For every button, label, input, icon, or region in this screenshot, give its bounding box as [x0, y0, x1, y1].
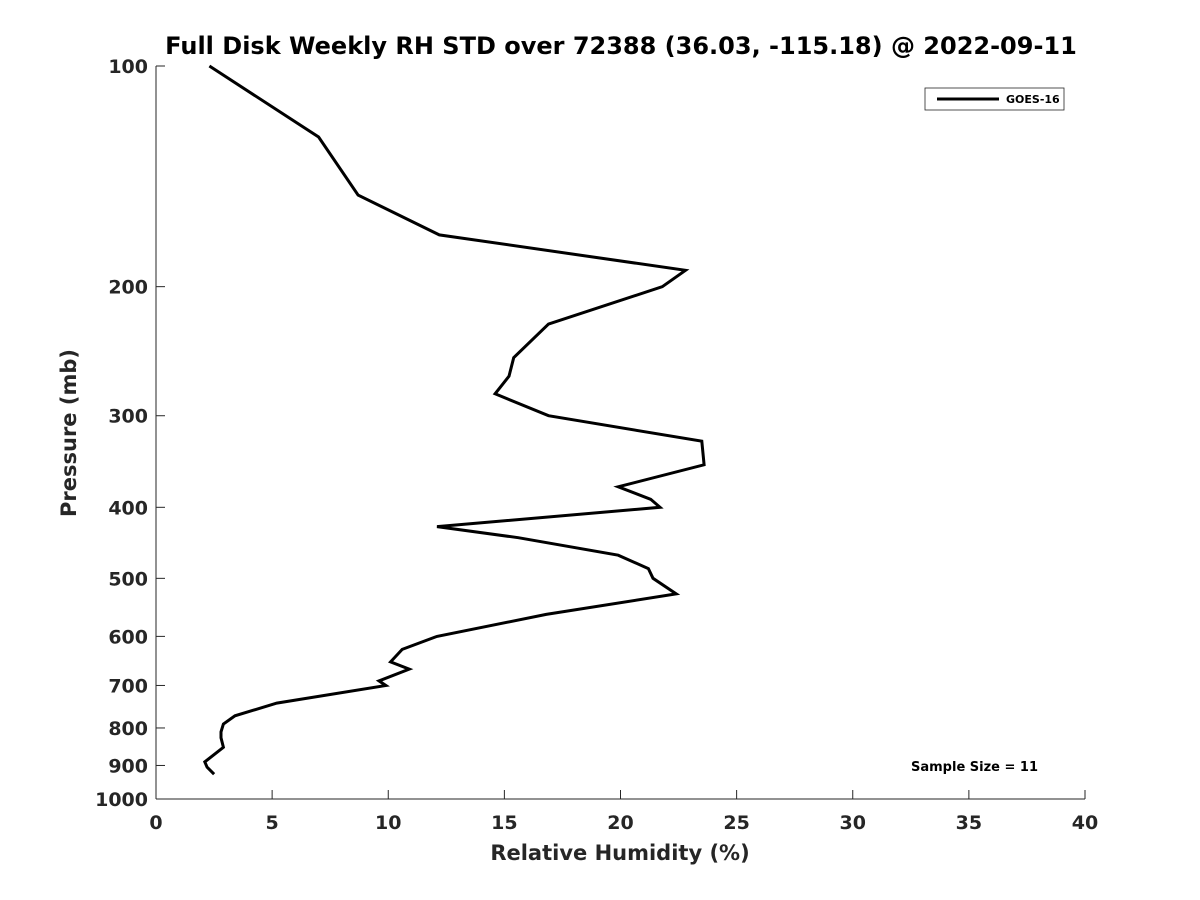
plot-area — [156, 66, 1085, 799]
y-tick-label: 1000 — [95, 789, 148, 811]
y-axis-ticks: 100 200 300 400 500 600 700 800 900 1000 — [95, 56, 165, 811]
x-tick-label: 0 — [149, 812, 162, 834]
y-tick-label: 600 — [108, 626, 148, 648]
x-tick-label: 30 — [840, 812, 866, 834]
y-tick-label: 200 — [108, 277, 148, 299]
y-tick-label: 300 — [108, 406, 148, 428]
y-axis-label: Pressure (mb) — [57, 349, 81, 517]
series-layer — [202, 64, 706, 776]
x-tick-label: 35 — [956, 812, 982, 834]
x-tick-label: 40 — [1072, 812, 1098, 834]
y-tick-label: 500 — [108, 568, 148, 590]
y-tick-label: 800 — [108, 718, 148, 740]
sample-size-annotation: Sample Size = 11 — [911, 760, 1038, 775]
x-axis-ticks: 0 5 10 15 20 25 30 35 40 — [149, 790, 1098, 834]
y-tick-label: 400 — [108, 497, 148, 519]
x-axis-label: Relative Humidity (%) — [490, 841, 749, 865]
y-tick-label: 700 — [108, 675, 148, 697]
series-line-goes-16 — [202, 64, 706, 776]
x-tick-label: 5 — [266, 812, 279, 834]
y-tick-label: 900 — [108, 755, 148, 777]
x-tick-label: 20 — [607, 812, 633, 834]
legend: GOES-16 — [924, 87, 1065, 111]
y-tick-label: 100 — [108, 56, 148, 78]
legend-label-goes-16: GOES-16 — [1006, 93, 1060, 106]
x-tick-label: 25 — [723, 812, 749, 834]
chart-title: Full Disk Weekly RH STD over 72388 (36.0… — [165, 32, 1077, 60]
x-tick-label: 10 — [375, 812, 401, 834]
x-tick-label: 15 — [491, 812, 517, 834]
